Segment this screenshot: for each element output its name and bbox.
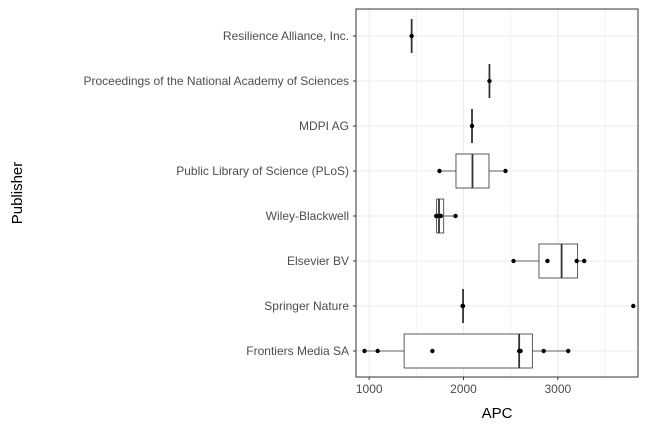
data-point [487, 78, 492, 84]
data-point [409, 33, 414, 39]
panel-border [355, 8, 639, 378]
y-tick-label: Wiley-Blackwell [266, 209, 349, 223]
box-3 [439, 153, 506, 189]
iqr-box [538, 243, 579, 279]
data-points [362, 33, 636, 354]
panel-background [356, 9, 638, 377]
data-point [434, 213, 440, 219]
data-point [453, 213, 458, 219]
data-point [541, 348, 546, 354]
data-point [469, 123, 475, 129]
x-tick-label: 2000 [450, 382, 477, 396]
data-point [511, 258, 516, 264]
y-axis: Resilience Alliance, Inc. Proceedings of … [84, 29, 356, 358]
x-axis-title: APC [482, 405, 513, 422]
data-point [518, 348, 523, 354]
y-tick-label: Public Library of Science (PLoS) [176, 164, 349, 178]
data-point [631, 303, 636, 309]
y-tick-label: Springer Nature [264, 299, 349, 313]
x-axis: 1000 2000 3000 [356, 377, 572, 396]
data-point [437, 168, 442, 174]
y-axis-title: Publisher [9, 162, 26, 225]
data-point [362, 348, 367, 354]
data-point [503, 168, 508, 174]
iqr-box [403, 333, 533, 369]
data-point [430, 348, 435, 354]
data-point [582, 258, 587, 264]
data-point [375, 348, 380, 354]
data-point [460, 303, 466, 309]
data-point [438, 213, 444, 219]
x-tick-label: 1000 [356, 382, 383, 396]
data-point [566, 348, 571, 354]
box-7 [364, 333, 569, 369]
y-tick-label: Frontiers Media SA [246, 344, 349, 358]
data-point [574, 258, 579, 264]
y-tick-label: MDPI AG [299, 119, 349, 133]
data-point [545, 258, 550, 264]
x-tick-label: 3000 [544, 382, 571, 396]
y-tick-label: Resilience Alliance, Inc. [223, 29, 349, 43]
y-tick-label: Proceedings of the National Academy of S… [84, 74, 350, 88]
y-tick-label: Elsevier BV [287, 254, 349, 268]
